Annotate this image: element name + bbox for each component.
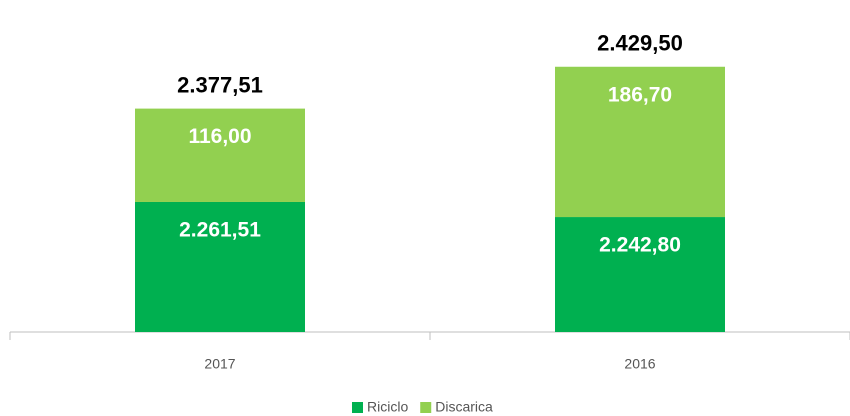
total-label: 2.377,51 [177, 72, 263, 97]
data-label: 186,70 [608, 83, 672, 106]
x-tick-label: 2017 [204, 356, 235, 372]
bar-segment [135, 201, 305, 332]
legend-label: Riciclo [367, 399, 408, 415]
bar-segment [555, 66, 725, 218]
bar-segment [555, 217, 725, 332]
legend-label: Discarica [435, 399, 493, 415]
legend-swatch [352, 402, 363, 413]
x-tick-label: 2016 [624, 356, 655, 372]
data-label: 2.242,80 [599, 234, 681, 257]
legend-swatch [420, 402, 432, 413]
data-label: 116,00 [188, 125, 251, 148]
bar-segment [135, 108, 305, 202]
total-label: 2.429,50 [597, 31, 683, 56]
data-label: 2.261,51 [179, 219, 261, 242]
